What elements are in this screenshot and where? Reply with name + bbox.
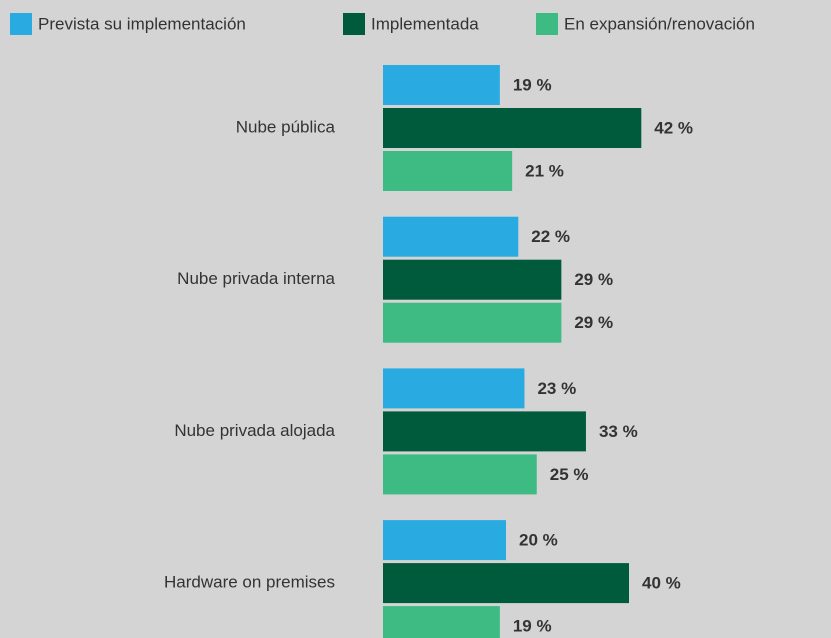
bar [383,302,562,343]
bar [383,216,519,257]
value-label: 23 % [537,379,576,398]
category-label: Nube privada alojada [174,421,335,440]
value-label: 29 % [574,270,613,289]
category-label: Nube privada interna [177,269,335,288]
value-label: 29 % [574,313,613,332]
bar [383,368,525,409]
value-label: 40 % [642,574,681,593]
legend-label: En expansión/renovación [564,14,755,33]
bar [383,108,642,148]
value-label: 20 % [519,531,558,550]
bar [383,606,500,638]
value-label: 25 % [550,465,589,484]
category-label: Nube pública [236,117,336,136]
bar [383,151,513,191]
value-label: 33 % [599,422,638,441]
value-label: 19 % [513,617,552,636]
bar [383,520,506,561]
bar [383,563,629,604]
value-label: 21 % [525,161,564,180]
legend-swatch [536,13,558,35]
bar [383,454,537,495]
legend-swatch [10,13,32,35]
legend-swatch [343,13,365,35]
legend-label: Prevista su implementación [38,14,246,33]
value-label: 22 % [531,227,570,246]
legend-label: Implementada [371,14,479,33]
category-label: Hardware on premises [164,573,335,592]
value-label: 42 % [654,118,693,137]
value-label: 19 % [513,75,552,94]
bar [383,411,586,452]
bar [383,259,562,300]
bar [383,65,500,105]
